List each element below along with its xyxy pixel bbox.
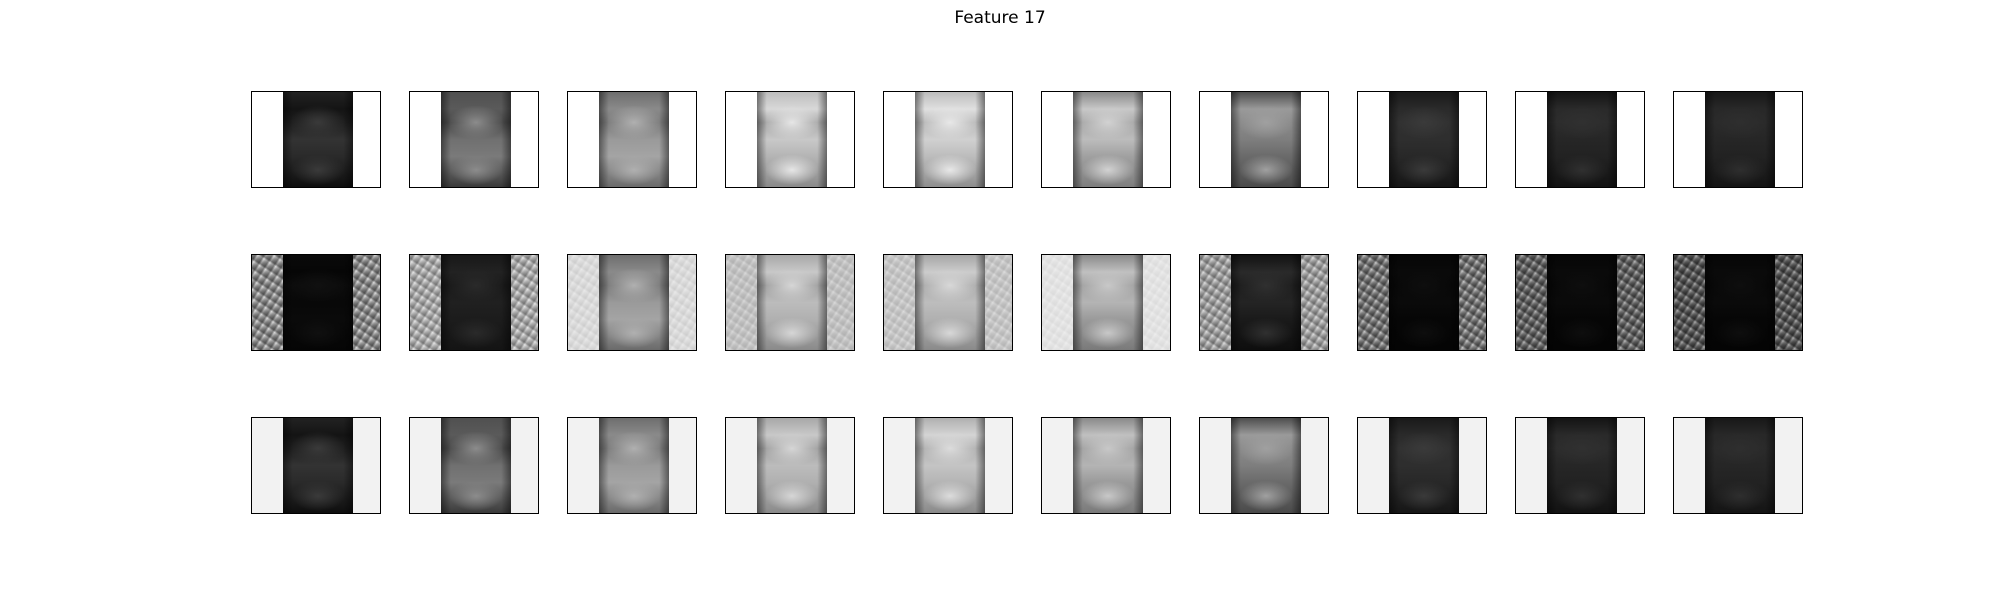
image-panel-original [725, 91, 855, 188]
image-strip [757, 255, 827, 350]
image-panel-original [251, 91, 381, 188]
image-strip [1705, 255, 1775, 350]
image-panel-reconstruction [1673, 417, 1803, 514]
image-strip [283, 255, 353, 350]
image-strip [1231, 418, 1301, 513]
image-panel-noise [725, 254, 855, 351]
image-panel-original [1041, 91, 1171, 188]
image-panel-noise [1515, 254, 1645, 351]
image-panel-reconstruction [409, 417, 539, 514]
image-panel-reconstruction [883, 417, 1013, 514]
image-panel-reconstruction [251, 417, 381, 514]
image-strip [599, 255, 669, 350]
image-strip [915, 92, 985, 187]
image-strip [1389, 255, 1459, 350]
image-panel-noise [567, 254, 697, 351]
image-panel-reconstruction [1199, 417, 1329, 514]
image-panel-reconstruction [1041, 417, 1171, 514]
image-panel-noise [251, 254, 381, 351]
image-strip [599, 92, 669, 187]
image-strip [1547, 418, 1617, 513]
figure-title: Feature 17 [954, 8, 1046, 28]
image-panel-noise [1041, 254, 1171, 351]
image-strip [1547, 92, 1617, 187]
image-panel-reconstruction [567, 417, 697, 514]
image-strip [441, 255, 511, 350]
image-strip [1073, 92, 1143, 187]
image-panel-original [883, 91, 1013, 188]
image-panel-noise [1199, 254, 1329, 351]
image-panel-original [1357, 91, 1487, 188]
image-panel-original [1673, 91, 1803, 188]
image-strip [915, 255, 985, 350]
image-strip [1231, 92, 1301, 187]
image-panel-original [409, 91, 539, 188]
image-panel-original [567, 91, 697, 188]
image-panel-original [1199, 91, 1329, 188]
image-strip [283, 418, 353, 513]
image-panel-original [1515, 91, 1645, 188]
image-strip [599, 418, 669, 513]
image-strip [441, 92, 511, 187]
image-panel-reconstruction [1357, 417, 1487, 514]
image-strip [283, 92, 353, 187]
image-strip [1389, 92, 1459, 187]
image-strip [1547, 255, 1617, 350]
image-panel-noise [409, 254, 539, 351]
image-strip [757, 92, 827, 187]
image-strip [1073, 418, 1143, 513]
image-strip [915, 418, 985, 513]
image-strip [1073, 255, 1143, 350]
image-panel-reconstruction [725, 417, 855, 514]
image-panel-noise [1673, 254, 1803, 351]
image-strip [1389, 418, 1459, 513]
image-strip [441, 418, 511, 513]
image-panel-noise [883, 254, 1013, 351]
image-strip [757, 418, 827, 513]
image-strip [1705, 92, 1775, 187]
image-strip [1705, 418, 1775, 513]
image-strip [1231, 255, 1301, 350]
image-panel-reconstruction [1515, 417, 1645, 514]
image-panel-noise [1357, 254, 1487, 351]
